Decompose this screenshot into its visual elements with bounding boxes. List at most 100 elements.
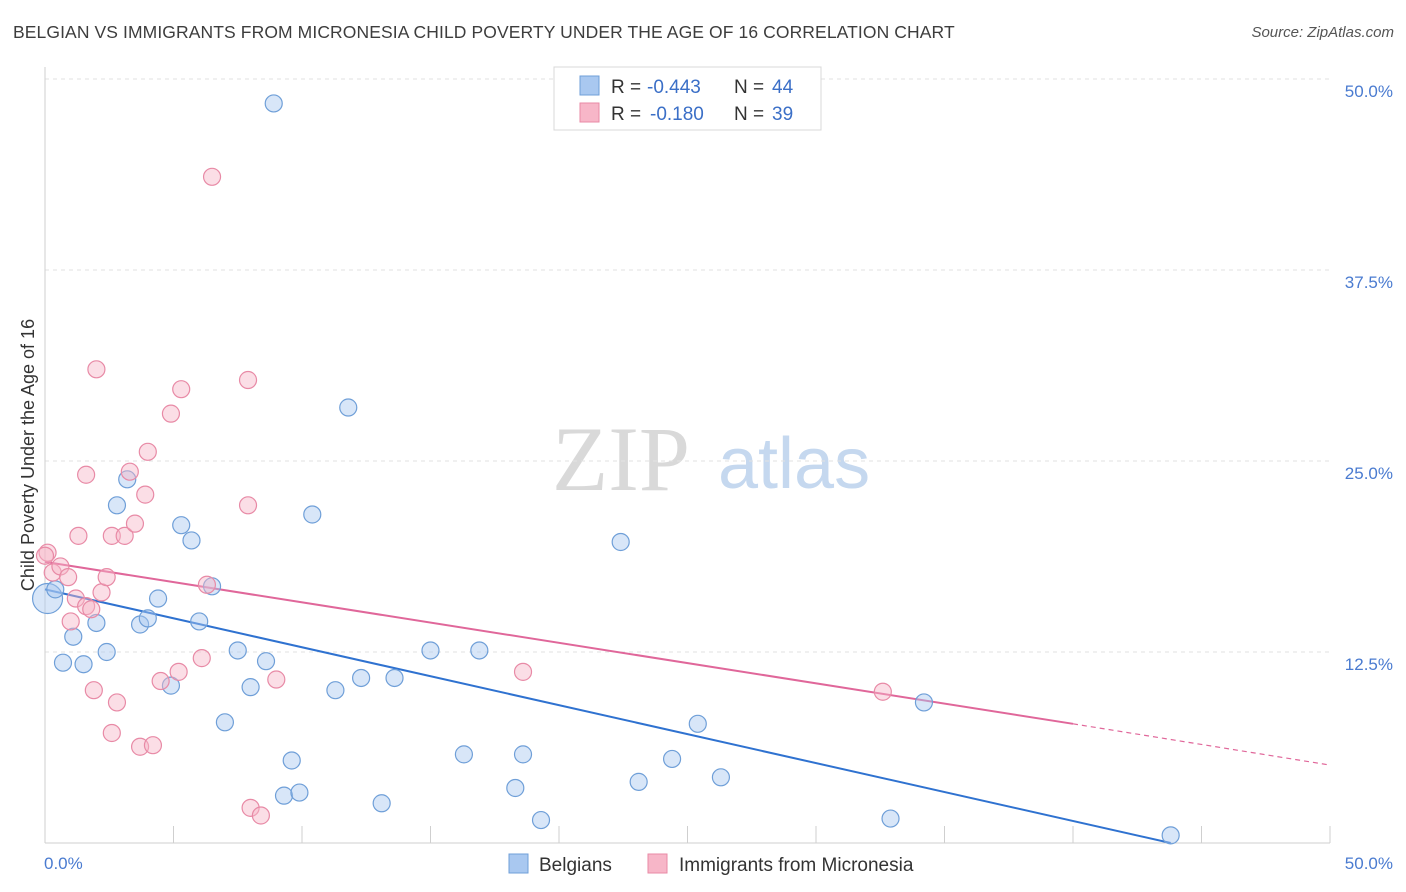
stats-n-value-micronesia: 39 [772, 104, 793, 125]
point-belgians-38 [629, 772, 648, 791]
point-belgians-1 [46, 580, 65, 599]
y-tick-labels: 50.0% 37.5% 25.0% 12.5% [1345, 82, 1393, 674]
watermark-zip: ZIP [552, 408, 690, 510]
point-micronesia-15 [102, 526, 121, 545]
point-micronesia-26 [169, 662, 188, 681]
y-tick-label-0: 50.0% [1345, 82, 1393, 101]
point-belgians-6 [97, 642, 116, 662]
point-belgians-2 [53, 653, 73, 672]
point-micronesia-16 [107, 693, 127, 712]
point-belgians-27 [339, 398, 358, 417]
point-micronesia-24 [151, 671, 170, 691]
x-tick-label-1: 50.0% [1345, 854, 1393, 873]
point-micronesia-6 [69, 526, 88, 545]
point-belgians-35 [513, 745, 533, 764]
stats-box: R = -0.443 N = 44 R = -0.180 N = 39 [553, 66, 822, 131]
stats-n-value-belgians: 44 [772, 77, 794, 98]
point-belgians-11 [148, 589, 168, 608]
point-micronesia-35 [267, 670, 286, 689]
point-belgians-17 [215, 713, 234, 732]
point-belgians-25 [303, 505, 322, 524]
point-belgians-26 [326, 681, 345, 700]
y-tick-label-3: 12.5% [1345, 655, 1393, 674]
point-micronesia-14 [102, 723, 121, 743]
point-micronesia-19 [125, 514, 145, 533]
point-belgians-40 [688, 714, 707, 733]
data-points [31, 94, 1180, 845]
point-micronesia-29 [197, 575, 217, 594]
point-micronesia-34 [251, 806, 270, 825]
point-micronesia-36 [513, 662, 533, 681]
legend-swatch-belgians [508, 853, 529, 874]
point-micronesia-4 [61, 612, 80, 631]
point-micronesia-10 [84, 681, 103, 700]
legend: Belgians Immigrants from Micronesia [508, 853, 914, 876]
point-belgians-24 [290, 783, 309, 802]
axes [44, 67, 1331, 844]
point-micronesia-33 [241, 798, 260, 817]
point-belgians-21 [264, 94, 283, 113]
point-micronesia-21 [136, 485, 155, 504]
point-belgians-4 [74, 655, 93, 674]
point-micronesia-3 [59, 568, 78, 587]
point-micronesia-31 [238, 496, 258, 515]
point-belgians-34 [506, 778, 525, 798]
point-micronesia-5 [66, 589, 85, 608]
point-micronesia-7 [77, 597, 96, 616]
point-micronesia-9 [77, 465, 96, 484]
point-micronesia-37 [873, 682, 892, 701]
point-micronesia-28 [192, 649, 211, 668]
point-micronesia-27 [172, 380, 191, 399]
point-micronesia-12 [92, 583, 111, 602]
trend-lines [44, 560, 1331, 844]
point-belgians-3 [64, 627, 83, 646]
point-belgians-41 [711, 768, 731, 787]
point-belgians-31 [421, 641, 440, 660]
point-belgians-36 [531, 810, 551, 830]
point-belgians-5 [87, 613, 106, 633]
point-micronesia-23 [143, 736, 163, 755]
point-belgians-20 [256, 652, 276, 671]
point-belgians-10 [138, 609, 157, 628]
point-belgians-22 [274, 786, 294, 805]
point-belgians-42 [881, 809, 900, 828]
stats-swatch-micronesia [579, 102, 600, 123]
point-micronesia-8 [82, 600, 101, 619]
y-tick-label-2: 25.0% [1345, 464, 1393, 483]
trend-line-0 [44, 588, 1171, 844]
legend-label-belgians: Belgians [539, 855, 612, 876]
point-micronesia-38 [35, 546, 55, 565]
legend-label-micronesia: Immigrants from Micronesia [679, 855, 914, 876]
point-micronesia-22 [138, 442, 157, 461]
point-micronesia-17 [115, 526, 134, 545]
point-micronesia-25 [161, 404, 181, 423]
point-belgians-18 [228, 641, 247, 660]
x-tick-label-0: 0.0% [44, 854, 83, 873]
point-belgians-0 [31, 582, 64, 615]
point-belgians-44 [1161, 826, 1180, 845]
point-belgians-7 [107, 496, 127, 515]
point-belgians-14 [182, 531, 201, 550]
y-axis-label: Child Poverty Under the Age of 16 [18, 319, 38, 591]
point-belgians-29 [372, 794, 391, 813]
point-belgians-37 [611, 532, 630, 552]
point-micronesia-30 [202, 167, 222, 186]
stats-r-label-belgians: R = [611, 77, 641, 98]
y-tick-label-1: 37.5% [1345, 273, 1393, 292]
point-belgians-33 [470, 641, 489, 660]
watermark: ZIP atlas [552, 408, 870, 510]
stats-n-label-micronesia: N = [734, 104, 764, 125]
trend-line-dashed-1 [1072, 723, 1331, 766]
point-micronesia-0 [38, 543, 57, 562]
point-micronesia-13 [97, 568, 116, 587]
stats-r-value-micronesia: -0.180 [650, 104, 704, 125]
point-belgians-19 [241, 678, 260, 697]
point-belgians-30 [385, 668, 404, 688]
point-belgians-13 [172, 516, 191, 535]
source-credit: Source: ZipAtlas.com [1251, 24, 1394, 41]
point-belgians-12 [161, 676, 181, 695]
stats-r-label-micronesia: R = [611, 104, 641, 125]
stats-r-value-belgians: -0.443 [647, 77, 701, 98]
point-micronesia-32 [238, 370, 258, 390]
